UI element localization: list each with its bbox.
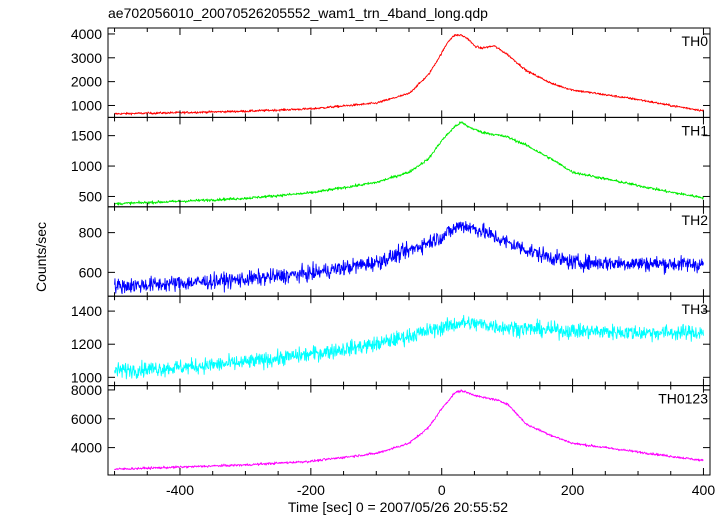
x-tick-label: 200 [561, 482, 585, 498]
series-th0123-line [114, 389, 704, 471]
y-tick-label: 1500 [71, 128, 102, 144]
panel-th2: 600 800 TH2 [79, 206, 711, 297]
y-tick-label: 1400 [71, 303, 102, 319]
series-th0-line [114, 33, 704, 116]
y-tick-label: 4000 [71, 440, 102, 456]
panel-label: TH1 [682, 122, 709, 138]
panel-label: TH0123 [658, 391, 708, 407]
x-axis-label: Time [sec] 0 = 2007/05/26 20:55:52 [288, 499, 508, 515]
y-tick-label: 1200 [71, 336, 102, 352]
y-tick-label: 1000 [71, 97, 102, 113]
panel-frame [107, 116, 711, 208]
y-tick-label: 600 [79, 264, 103, 280]
panel-frame [107, 27, 711, 118]
panel-th0: 1000 2000 3000 4000 TH0 [71, 26, 711, 118]
panel-frame [107, 385, 711, 476]
y-tick-label: 800 [79, 225, 103, 241]
panel-label: TH0 [682, 33, 709, 49]
y-tick-label: 6000 [71, 411, 102, 427]
x-tick-label: 400 [692, 482, 716, 498]
y-tick-label: 1000 [71, 158, 102, 174]
x-tick-label: -400 [166, 482, 194, 498]
y-tick-label: 1000 [71, 369, 102, 385]
x-tick-label: 0 [438, 482, 446, 498]
panel-th0123: 4000 6000 8000 TH0123 [71, 382, 711, 476]
series-th1-line [114, 121, 704, 206]
series-th3-line [114, 314, 704, 380]
panel-label: TH3 [682, 301, 709, 317]
y-tick-label: 8000 [71, 382, 102, 398]
panel-label: TH2 [682, 212, 709, 228]
x-tick-label: -200 [297, 482, 325, 498]
chart-title: ae702056010_20070526205552_wam1_trn_4ban… [108, 5, 488, 21]
panel-th3: 1000 1200 1400 TH3 [71, 295, 711, 387]
y-axis-label: Counts/sec [33, 222, 49, 292]
y-tick-label: 2000 [71, 74, 102, 90]
series-th2-line [114, 220, 704, 295]
y-tick-label: 3000 [71, 50, 102, 66]
y-tick-label: 4000 [71, 26, 102, 42]
y-tick-label: 500 [79, 188, 103, 204]
panel-th1: 500 1000 1500 TH1 [71, 116, 711, 208]
